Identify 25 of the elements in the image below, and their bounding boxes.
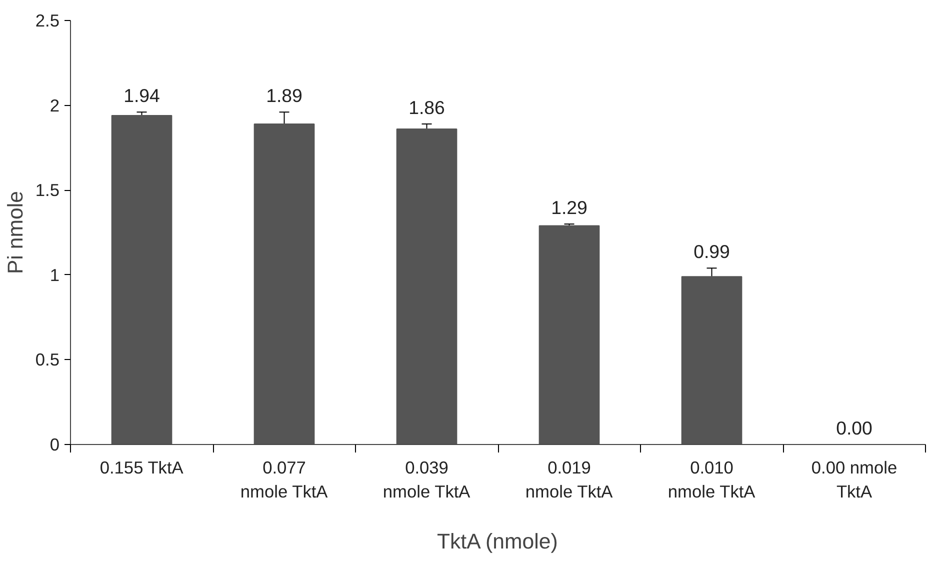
y-tick-label: 1.5 [35, 180, 60, 200]
bar [396, 128, 458, 444]
y-tick-label: 0.5 [35, 350, 60, 370]
x-tick-label: 0.010 nmole TktA [668, 458, 756, 502]
bar [254, 123, 315, 444]
y-axis-title: Pi nmole [3, 191, 28, 274]
bar [111, 114, 172, 444]
x-tick-label: 0.155 TktA [100, 458, 184, 478]
x-tick-label: 0.039 nmole TktA [382, 458, 471, 502]
data-label: 1.29 [551, 197, 588, 218]
data-label: 0.99 [694, 241, 730, 262]
y-tick-label: 1 [50, 264, 60, 285]
x-tick-label: 0.00 nmole TktA [811, 458, 898, 502]
bar [681, 276, 742, 444]
x-axis-title: TktA (nmole) [436, 530, 558, 554]
bar [538, 225, 600, 444]
data-label: 1.94 [124, 85, 160, 106]
y-tick-label: 2.5 [35, 10, 60, 30]
data-label: 1.89 [266, 85, 302, 106]
x-tick-label: 0.019 nmole TktA [525, 458, 614, 502]
y-tick-label: 0 [50, 434, 60, 454]
data-label: 0.00 [836, 418, 872, 438]
y-tick-label: 2 [50, 95, 60, 116]
x-tick-label: 0.077 nmole TktA [240, 458, 328, 502]
data-label: 1.86 [408, 96, 445, 118]
